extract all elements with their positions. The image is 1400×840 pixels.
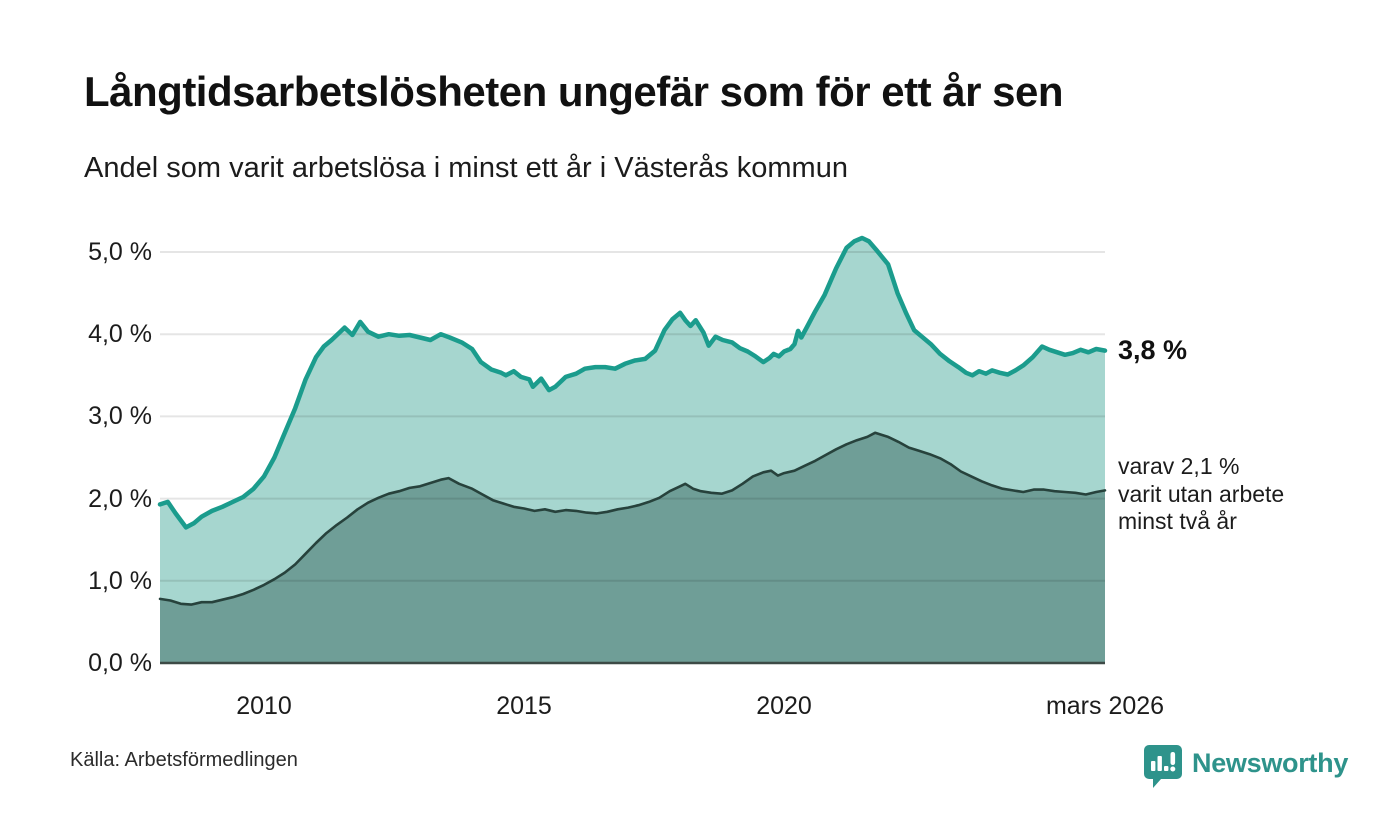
speech-bubble-bar-chart-icon	[1144, 745, 1182, 788]
annotation-line: varav 2,1 %	[1118, 453, 1240, 480]
series-two-year-area	[160, 432, 1105, 663]
y-axis-label: 1,0 %	[88, 566, 152, 595]
gridlines	[160, 251, 1105, 582]
x-axis-label: 2010	[236, 692, 292, 720]
y-axis-label: 5,0 %	[88, 238, 152, 266]
page-title: Långtidsarbetslösheten ungefär som för e…	[84, 68, 1064, 115]
y-axis-label: 4,0 %	[88, 320, 152, 349]
series-two-year-end-label: varav 2,1 % varit utan arbete minst två …	[1118, 453, 1284, 536]
y-axis-label: 0,0 %	[88, 649, 152, 677]
series-two-year-line	[158, 431, 1107, 606]
series-total-end-label: 3,8 %	[1118, 334, 1188, 365]
page-subtitle: Andel som varit arbetslösa i minst ett å…	[84, 152, 848, 184]
brand-name: Newsworthy	[1192, 747, 1349, 778]
series-total-line	[157, 235, 1108, 530]
y-axis-label: 3,0 %	[88, 402, 152, 431]
annotation-line: varit utan arbete	[1118, 480, 1285, 507]
brand-logo: Newsworthy	[1143, 742, 1348, 790]
x-axis-label: 2020	[756, 692, 812, 720]
annotation-line: minst två år	[1118, 508, 1237, 535]
x-axis-label: mars 2026	[1045, 692, 1165, 720]
y-axis-label: 2,0 %	[88, 484, 152, 513]
source-note: Källa: Arbetsförmedlingen	[70, 749, 298, 771]
x-axis-label: 2015	[496, 692, 552, 720]
